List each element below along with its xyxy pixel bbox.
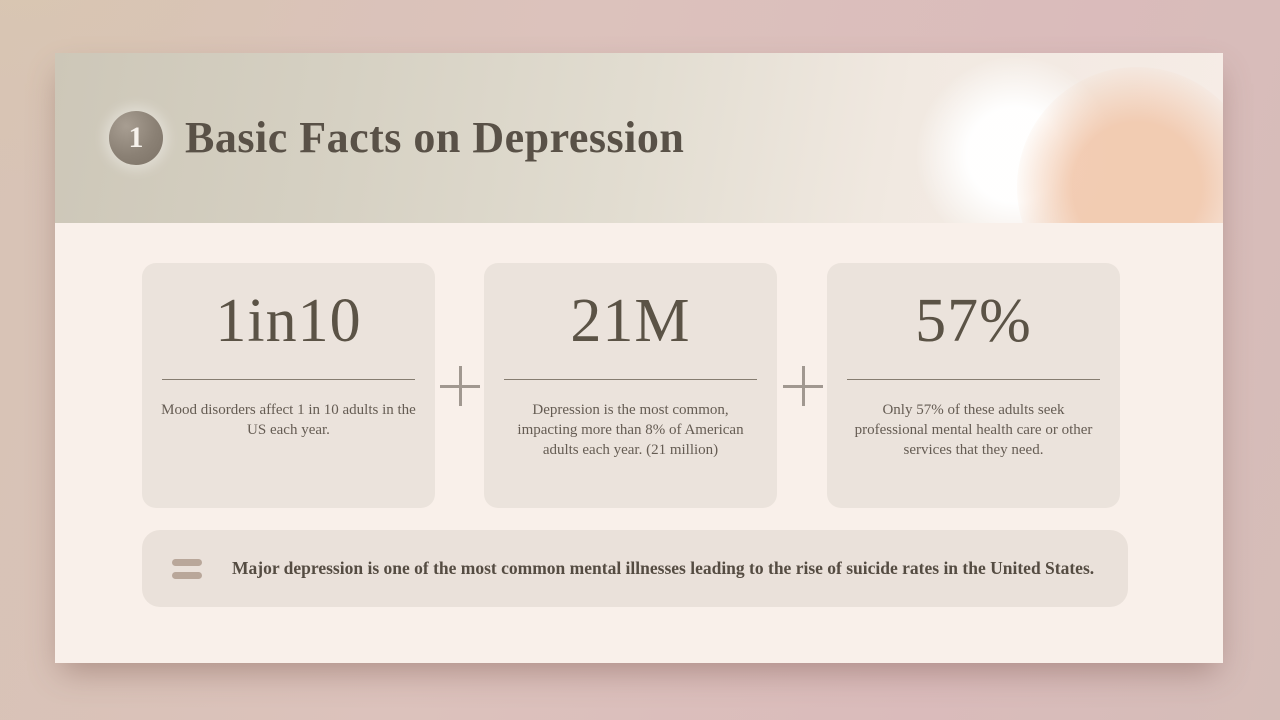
stat-card-57pct: 57% Only 57% of these adults seek profes…: [827, 263, 1120, 508]
header-content: 1 Basic Facts on Depression: [109, 111, 684, 165]
plus-icon: +: [783, 366, 823, 406]
plus-icon: +: [440, 366, 480, 406]
slide-title: Basic Facts on Depression: [185, 113, 685, 162]
stat-value: 21M: [570, 287, 691, 355]
section-number-badge: 1: [109, 111, 163, 165]
stat-card-21m: 21M Depression is the most common, impac…: [484, 263, 777, 508]
stat-description: Only 57% of these adults seek profession…: [854, 402, 1093, 458]
stat-card-1in10: 1in10 Mood disorders affect 1 in 10 adul…: [142, 263, 435, 508]
equals-bar-bottom: [172, 571, 202, 579]
slide-header: 1 Basic Facts on Depression: [55, 53, 1223, 223]
stat-description: Depression is the most common, impacting…: [517, 402, 744, 458]
equals-icon: =: [172, 558, 202, 579]
presentation-slide: 1 Basic Facts on Depression 1in10 Mood d…: [55, 53, 1223, 663]
equals-bar-top: [172, 558, 202, 566]
summary-banner: = Major depression is one of the most co…: [142, 530, 1128, 607]
divider: [162, 379, 415, 380]
divider: [847, 379, 1100, 380]
stat-value: 57%: [915, 287, 1032, 355]
stat-description: Mood disorders affect 1 in 10 adults in …: [161, 402, 416, 438]
stat-value: 1in10: [215, 287, 362, 355]
summary-text: Major depression is one of the most comm…: [232, 558, 1095, 578]
divider: [504, 379, 757, 380]
